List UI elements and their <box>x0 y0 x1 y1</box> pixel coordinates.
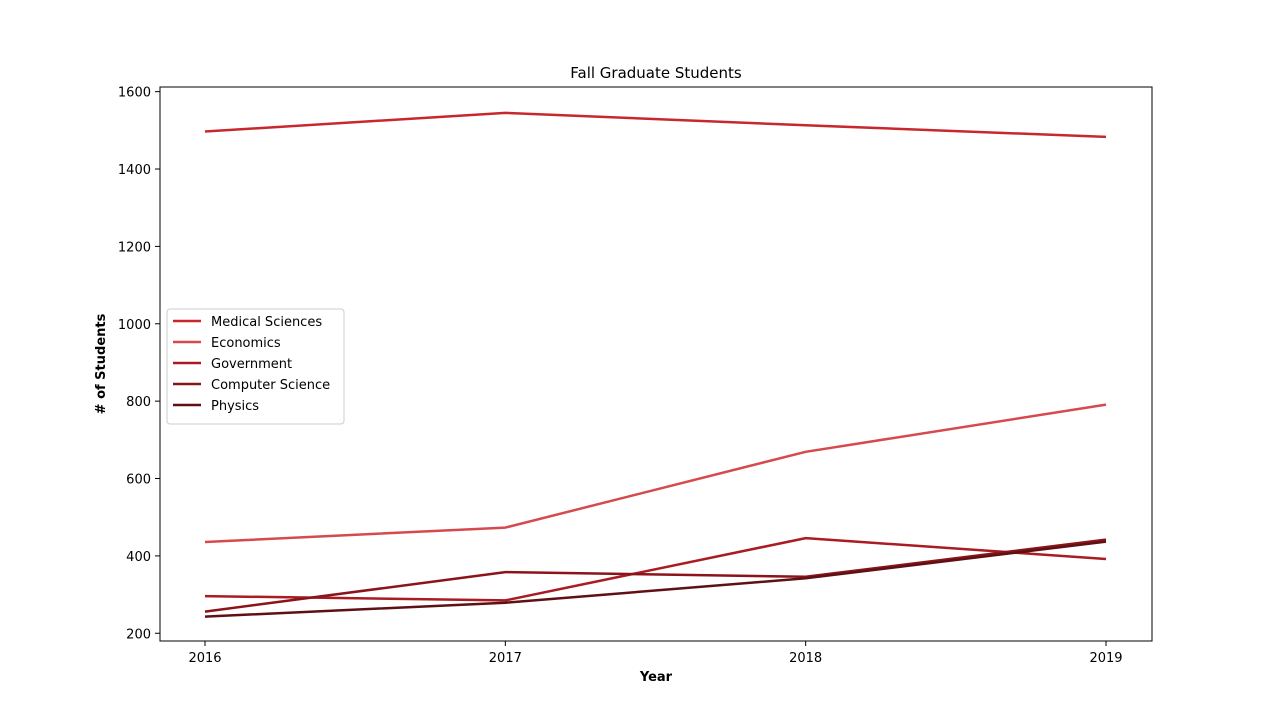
series-line-computer-science <box>204 538 1107 613</box>
series-line-medical-sciences <box>204 111 1107 139</box>
x-axis: 2016 2017 2018 2019 <box>188 641 1123 666</box>
legend-label: Physics <box>211 399 259 414</box>
y-tick-label: 200 <box>126 627 151 642</box>
y-axis: 200 400 600 800 1000 1200 1400 1600 <box>118 86 160 642</box>
legend-label: Medical Sciences <box>211 315 322 330</box>
x-tick-label: 2016 <box>188 651 221 666</box>
x-tick-label: 2017 <box>489 651 522 666</box>
y-tick-label: 1200 <box>118 240 151 255</box>
x-axis-title: Year <box>639 670 673 685</box>
y-tick-label: 400 <box>126 550 151 565</box>
y-tick-label: 1400 <box>118 163 151 178</box>
legend-box <box>166 308 345 425</box>
y-axis-title: # of Students <box>94 313 109 414</box>
legend-label: Computer Science <box>211 378 330 393</box>
y-tick-label: 1600 <box>118 86 151 101</box>
legend: Medical Sciences Economics Government Compu… <box>166 308 345 425</box>
legend-label: Government <box>211 357 292 372</box>
y-tick-label: 600 <box>126 473 151 488</box>
series-line-physics <box>204 540 1107 618</box>
series-lines <box>204 111 1107 618</box>
x-tick-label: 2018 <box>789 651 822 666</box>
chart-title: Fall Graduate Students <box>570 64 742 82</box>
plot-area-frame <box>159 86 1153 642</box>
y-tick-label: 800 <box>126 395 151 410</box>
x-tick-label: 2019 <box>1089 651 1122 666</box>
legend-label: Economics <box>211 336 281 351</box>
y-tick-label: 1000 <box>118 318 151 333</box>
series-line-economics <box>204 403 1107 544</box>
series-line-government <box>204 536 1107 602</box>
